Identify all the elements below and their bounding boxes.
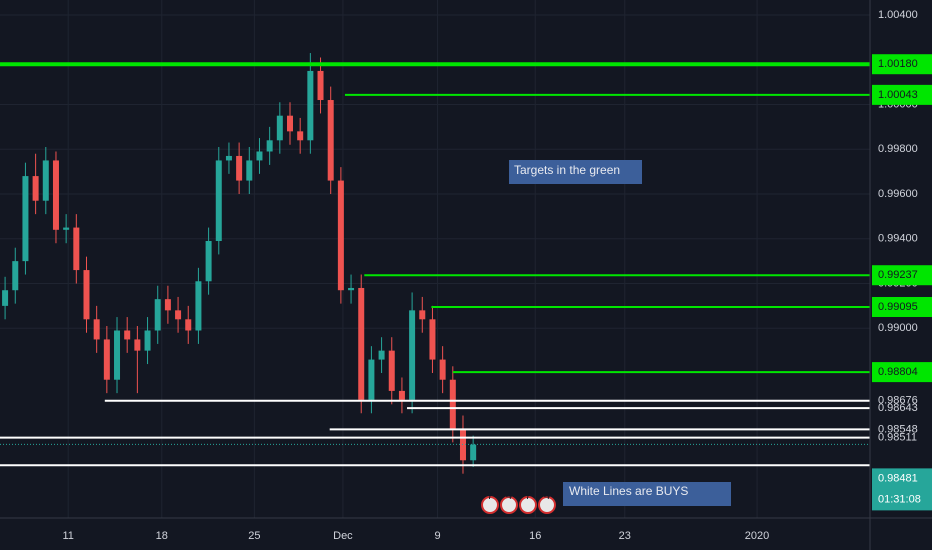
event-badge <box>481 496 499 514</box>
candle-body <box>32 176 39 201</box>
candle-body <box>2 290 9 306</box>
x-tick-label: 18 <box>156 530 168 542</box>
level-label-box <box>872 296 932 317</box>
x-tick-label: 25 <box>248 530 260 542</box>
level-label-box <box>872 84 932 105</box>
y-tick-label: 1.00400 <box>878 9 918 21</box>
level-label: 0.98676 <box>878 395 918 407</box>
candle-body <box>205 240 212 282</box>
countdown: 01:31:08 <box>878 493 921 505</box>
candle-body <box>368 359 375 400</box>
candle-body <box>287 115 293 132</box>
level-label: 0.98643 <box>878 402 918 414</box>
x-tick-label: Dec <box>333 530 353 542</box>
candle-body <box>256 151 263 161</box>
level-label: 0.98511 <box>878 432 917 444</box>
candle-body <box>175 310 182 320</box>
axis-labels: 1.004001.000000.998000.996000.994000.992… <box>62 9 932 542</box>
candle-body <box>134 339 141 351</box>
candle-body <box>337 180 344 291</box>
current-price-label: 0.98481 <box>878 472 918 484</box>
events: 7 4 7 4 <box>481 490 556 514</box>
candle-body <box>297 131 304 141</box>
level-label-box <box>872 362 932 383</box>
annotation: Targets in the green <box>514 163 620 177</box>
candle-body <box>103 339 110 380</box>
annotation-box <box>563 482 731 506</box>
candle-body <box>348 287 355 291</box>
candle-body <box>185 319 192 331</box>
candle-body <box>429 319 436 360</box>
candle-body <box>317 70 324 101</box>
annotation: White Lines are BUYS <box>569 484 688 498</box>
candle-body <box>470 444 477 461</box>
candle-body <box>154 299 161 331</box>
candle-body <box>225 155 232 161</box>
x-tick-label: 11 <box>62 530 73 542</box>
candle-body <box>439 359 446 380</box>
candle-body <box>195 281 202 331</box>
candle-body <box>215 160 222 241</box>
event-badge <box>500 496 518 514</box>
event-badge <box>519 496 537 514</box>
candle-body <box>12 261 19 291</box>
x-tick-label: 16 <box>529 530 541 542</box>
candle-body <box>52 160 59 230</box>
candle-body <box>93 319 100 340</box>
event-count: 7 <box>487 490 493 502</box>
candle-body <box>114 330 121 380</box>
candle-body <box>276 115 283 141</box>
level-label: 1.00180 <box>878 58 918 70</box>
candle-body <box>83 270 90 320</box>
levels <box>0 62 870 467</box>
candle-body <box>22 176 29 262</box>
candle-body <box>449 379 456 429</box>
candle-body <box>398 390 405 400</box>
level-label-box <box>872 265 932 286</box>
candle-body <box>164 299 171 311</box>
y-tick-label: 0.99400 <box>878 233 918 245</box>
annotation-box <box>509 160 642 184</box>
event-badge <box>538 496 556 514</box>
x-tick-label: 9 <box>434 530 440 542</box>
level-label: 1.00043 <box>878 89 918 101</box>
x-tick-label: 23 <box>619 530 631 542</box>
candle-body <box>144 330 151 351</box>
candle-body <box>63 227 70 230</box>
candle-body <box>409 310 416 400</box>
level-label: 0.98548 <box>878 423 918 435</box>
candle-body <box>307 70 314 141</box>
candle-body <box>246 160 253 181</box>
candle-body <box>419 310 426 320</box>
y-tick-label: 0.99000 <box>878 322 918 334</box>
x-tick-label: 2020 <box>745 530 769 542</box>
candle-body <box>327 100 334 181</box>
current-price-box <box>872 468 932 511</box>
candle-body <box>388 350 395 391</box>
candle-body <box>42 160 49 201</box>
candle-body <box>266 140 273 152</box>
level-label: 0.99095 <box>878 301 918 313</box>
candles <box>2 53 477 474</box>
candle-body <box>236 155 243 181</box>
candle-body <box>124 330 131 340</box>
event-count: 7 <box>525 490 531 502</box>
event-count: 4 <box>544 490 550 502</box>
level-label: 0.99237 <box>878 269 918 281</box>
candle-body <box>378 350 385 360</box>
y-tick-label: 0.99800 <box>878 143 918 155</box>
level-label: 0.98804 <box>878 366 918 378</box>
candle-body <box>73 227 80 271</box>
event-count: 4 <box>506 490 512 502</box>
y-tick-label: 0.99600 <box>878 188 918 200</box>
candle-body <box>358 287 365 400</box>
level-label-box <box>872 54 932 75</box>
